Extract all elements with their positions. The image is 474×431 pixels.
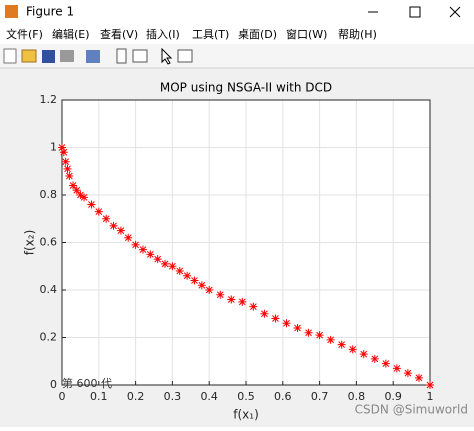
legend-icon[interactable] xyxy=(132,49,148,63)
point xyxy=(153,255,162,264)
point xyxy=(72,186,81,195)
axes-box xyxy=(61,99,431,386)
menu-item[interactable]: 查看(V) xyxy=(100,27,138,41)
point xyxy=(315,331,324,340)
point xyxy=(426,381,434,389)
point xyxy=(109,221,118,230)
point xyxy=(414,373,423,382)
menu-item[interactable]: 文件(F) xyxy=(6,27,43,41)
menu-item[interactable]: 桌面(D) xyxy=(238,28,277,41)
x-tick-label: 0 xyxy=(59,390,66,403)
point xyxy=(359,350,368,359)
point xyxy=(326,335,335,344)
point xyxy=(131,240,140,249)
print-icon[interactable] xyxy=(60,50,74,62)
point xyxy=(69,181,78,190)
new-icon[interactable] xyxy=(3,48,17,64)
point xyxy=(94,207,103,216)
save-icon[interactable] xyxy=(42,50,55,63)
menu-item[interactable]: 插入(I) xyxy=(146,27,180,41)
property-icon[interactable] xyxy=(177,49,193,63)
y-tick-label: 0.8 xyxy=(40,188,58,201)
point xyxy=(271,314,280,323)
point xyxy=(59,148,68,157)
point xyxy=(205,286,214,294)
app-icon xyxy=(5,5,18,18)
point xyxy=(146,250,155,259)
point xyxy=(216,290,225,299)
menu-item[interactable]: 编辑(E) xyxy=(52,27,90,41)
close-button[interactable] xyxy=(449,6,461,18)
point xyxy=(337,340,346,349)
point xyxy=(190,276,199,285)
x-tick-label: 0.1 xyxy=(90,390,108,403)
point xyxy=(370,354,379,363)
x-tick-label: 0.2 xyxy=(127,390,145,403)
menu: 文件(F) 编辑(E) 查看(V) 插入(I) 工具(T) 桌面(D) 窗口(W) 帮助(H) xyxy=(6,27,377,41)
x-tick-label: 0.7 xyxy=(311,390,329,403)
title-bar xyxy=(0,0,474,24)
y-tick-label: 0.4 xyxy=(40,283,58,296)
point xyxy=(168,262,177,271)
point xyxy=(63,164,72,173)
point xyxy=(102,214,111,223)
point xyxy=(138,245,147,254)
point xyxy=(282,319,291,328)
point xyxy=(116,226,125,235)
point xyxy=(304,328,313,337)
point xyxy=(392,364,401,373)
chart-title: MOP using NSGA-II with DCD xyxy=(160,81,332,95)
y-tick-label: 0.2 xyxy=(40,331,58,344)
menu-item[interactable]: 工具(T) xyxy=(192,28,229,41)
point xyxy=(293,324,302,332)
point xyxy=(80,193,89,202)
toolbar-icons xyxy=(3,47,193,65)
menu-item[interactable]: 帮助(H) xyxy=(338,27,377,41)
y-tick-label: 0 xyxy=(50,378,57,391)
watermark: CSDN @Simuworld xyxy=(355,403,468,417)
toolbar xyxy=(0,44,474,68)
point xyxy=(175,267,184,275)
x-tick-label: 0.3 xyxy=(164,390,182,403)
x-tick-label: 0.8 xyxy=(348,390,366,403)
x-tick-label: 0.4 xyxy=(200,390,218,403)
y-tick-label: 1.2 xyxy=(40,93,58,106)
colorbar-icon[interactable] xyxy=(116,48,127,64)
plot: 0 0.1 0.2 0.3 0.4 0.5 0.6 0.7 0.8 0.9 1 0 0.2 0.4 0.6 0… xyxy=(23,81,469,422)
point xyxy=(348,345,357,354)
x-tick-label: 0.9 xyxy=(384,390,402,403)
point xyxy=(183,271,192,280)
y-axis-label: f(x₂) xyxy=(23,230,37,256)
window-title: Figure 1 xyxy=(26,5,74,19)
point xyxy=(124,233,133,242)
menu-item[interactable]: 窗口(W) xyxy=(286,27,327,41)
point xyxy=(87,200,96,209)
point xyxy=(65,172,74,180)
x-tick-label: 0.5 xyxy=(237,390,255,403)
x-axis-label: f(x₁) xyxy=(233,408,259,422)
point xyxy=(58,143,66,152)
point xyxy=(61,157,70,166)
open-icon[interactable] xyxy=(21,49,37,63)
x-tick-label: 0.6 xyxy=(274,390,292,403)
link-icon[interactable] xyxy=(86,50,100,63)
x-tick-label: 1 xyxy=(427,390,434,403)
point xyxy=(403,369,412,378)
annotation: 第 600 代 xyxy=(62,376,112,390)
point xyxy=(260,309,269,318)
point xyxy=(381,359,390,368)
point xyxy=(227,295,236,304)
maximize-button[interactable] xyxy=(409,6,421,18)
point xyxy=(76,191,85,199)
y-tick-label: 0.6 xyxy=(40,236,58,249)
pointer-icon[interactable] xyxy=(161,47,173,65)
point xyxy=(161,259,170,268)
point xyxy=(238,297,247,306)
point xyxy=(249,302,258,311)
point xyxy=(197,281,206,290)
y-tick-label: 1 xyxy=(50,141,57,154)
menu-bar xyxy=(0,24,474,44)
